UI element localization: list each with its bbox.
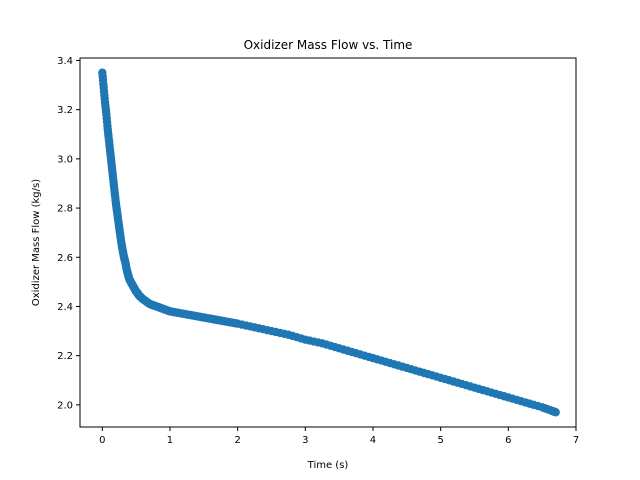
data-points [98, 68, 560, 417]
x-axis: 0 1 2 3 4 5 6 7 [99, 427, 579, 446]
y-tick-label: 2.2 [57, 351, 73, 362]
x-tick-label: 5 [437, 435, 443, 446]
y-tick-label: 3.2 [57, 105, 73, 116]
y-tick-label: 2.0 [57, 400, 73, 411]
x-tick-label: 7 [573, 435, 579, 446]
x-axis-label: Time (s) [307, 460, 349, 471]
chart-title: Oxidizer Mass Flow vs. Time [244, 38, 413, 52]
plot-frame [79, 57, 577, 428]
x-tick-label: 4 [370, 435, 376, 446]
y-tick-label: 2.4 [57, 302, 73, 313]
y-axis: 2.0 2.2 2.4 2.6 2.8 3.0 3.2 3.4 [57, 56, 80, 411]
x-tick-label: 1 [167, 435, 173, 446]
x-tick-label: 6 [505, 435, 511, 446]
y-tick-label: 3.0 [57, 154, 73, 165]
x-tick-label: 0 [99, 435, 105, 446]
x-tick-label: 2 [234, 435, 240, 446]
y-tick-label: 2.8 [57, 204, 73, 215]
y-axis-label: Oxidizer Mass Flow (kg/s) [31, 179, 42, 306]
y-tick-label: 3.4 [57, 56, 73, 67]
data-point [551, 408, 560, 417]
y-tick-label: 2.6 [57, 253, 73, 264]
x-tick-label: 3 [302, 435, 308, 446]
